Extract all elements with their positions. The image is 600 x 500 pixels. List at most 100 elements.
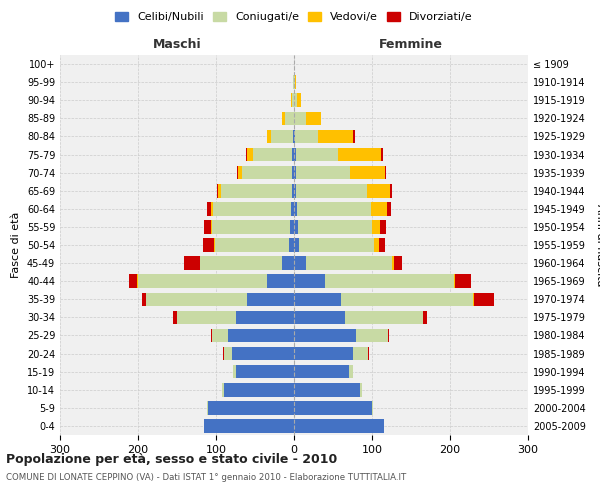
- Bar: [294, 383, 360, 396]
- Bar: [283, 256, 294, 270]
- Bar: [423, 310, 427, 324]
- Bar: [221, 184, 292, 198]
- Bar: [212, 328, 228, 342]
- Bar: [283, 112, 284, 125]
- Bar: [211, 220, 212, 234]
- Bar: [394, 256, 401, 270]
- Y-axis label: Anni di nascita: Anni di nascita: [595, 204, 600, 286]
- Bar: [184, 256, 200, 270]
- Bar: [217, 184, 218, 198]
- Bar: [372, 220, 380, 234]
- Bar: [204, 220, 211, 234]
- Bar: [211, 328, 212, 342]
- Bar: [208, 401, 294, 414]
- Bar: [284, 112, 294, 125]
- Bar: [368, 347, 369, 360]
- Bar: [306, 112, 322, 125]
- Bar: [293, 130, 294, 143]
- Legend: Celibi/Nubili, Coniugati/e, Vedovi/e, Divorziati/e: Celibi/Nubili, Coniugati/e, Vedovi/e, Di…: [111, 8, 477, 26]
- Bar: [206, 202, 211, 215]
- Bar: [223, 347, 224, 360]
- Bar: [474, 292, 494, 306]
- Bar: [353, 347, 368, 360]
- Bar: [384, 419, 385, 432]
- Bar: [292, 166, 294, 179]
- Bar: [203, 419, 204, 432]
- Bar: [306, 256, 392, 270]
- Bar: [213, 202, 291, 215]
- Bar: [349, 365, 353, 378]
- Bar: [294, 94, 297, 107]
- Bar: [296, 166, 350, 179]
- Bar: [296, 184, 367, 198]
- Bar: [294, 202, 297, 215]
- Bar: [294, 365, 349, 378]
- Bar: [238, 166, 242, 179]
- Bar: [293, 76, 294, 89]
- Bar: [297, 202, 371, 215]
- Bar: [392, 256, 394, 270]
- Bar: [294, 130, 295, 143]
- Bar: [380, 220, 386, 234]
- Bar: [295, 76, 296, 89]
- Bar: [215, 238, 289, 252]
- Bar: [222, 383, 224, 396]
- Bar: [372, 401, 373, 414]
- Bar: [173, 310, 177, 324]
- Bar: [137, 274, 138, 288]
- Bar: [291, 202, 294, 215]
- Bar: [247, 148, 253, 162]
- Bar: [360, 383, 362, 396]
- Text: Femmine: Femmine: [379, 38, 443, 52]
- Bar: [294, 310, 344, 324]
- Bar: [473, 292, 474, 306]
- Bar: [291, 94, 292, 107]
- Text: Popolazione per età, sesso e stato civile - 2010: Popolazione per età, sesso e stato civil…: [6, 452, 337, 466]
- Bar: [294, 112, 306, 125]
- Bar: [214, 238, 215, 252]
- Bar: [212, 220, 290, 234]
- Bar: [294, 274, 325, 288]
- Bar: [177, 310, 235, 324]
- Bar: [371, 202, 387, 215]
- Bar: [204, 419, 294, 432]
- Bar: [341, 292, 473, 306]
- Bar: [374, 238, 379, 252]
- Bar: [318, 130, 353, 143]
- Bar: [290, 220, 294, 234]
- Bar: [388, 328, 389, 342]
- Bar: [379, 238, 385, 252]
- Text: COMUNE DI LONATE CEPPINO (VA) - Dati ISTAT 1° gennaio 2010 - Elaborazione TUTTIT: COMUNE DI LONATE CEPPINO (VA) - Dati IST…: [6, 472, 406, 482]
- Bar: [367, 184, 390, 198]
- Bar: [266, 274, 294, 288]
- Bar: [237, 166, 238, 179]
- Bar: [455, 274, 471, 288]
- Bar: [294, 401, 372, 414]
- Bar: [200, 256, 283, 270]
- Bar: [242, 166, 292, 179]
- Bar: [344, 310, 422, 324]
- Bar: [130, 274, 137, 288]
- Bar: [211, 202, 213, 215]
- Bar: [224, 383, 294, 396]
- Bar: [385, 166, 386, 179]
- Bar: [294, 220, 298, 234]
- Bar: [387, 202, 391, 215]
- Bar: [146, 292, 247, 306]
- Text: Maschi: Maschi: [152, 38, 202, 52]
- Bar: [298, 220, 372, 234]
- Bar: [235, 310, 294, 324]
- Bar: [289, 238, 294, 252]
- Bar: [382, 148, 383, 162]
- Bar: [247, 292, 294, 306]
- Bar: [253, 148, 292, 162]
- Bar: [325, 274, 454, 288]
- Bar: [338, 148, 382, 162]
- Bar: [356, 328, 388, 342]
- Bar: [138, 274, 266, 288]
- Bar: [296, 148, 338, 162]
- Bar: [142, 292, 146, 306]
- Bar: [294, 292, 341, 306]
- Bar: [294, 328, 356, 342]
- Bar: [294, 148, 296, 162]
